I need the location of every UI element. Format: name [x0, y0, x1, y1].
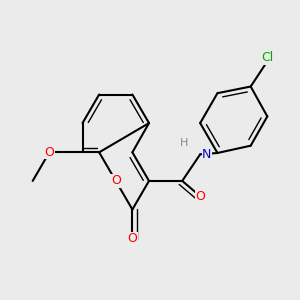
Text: H: H	[180, 138, 188, 148]
Text: Cl: Cl	[261, 51, 273, 64]
Text: O: O	[111, 174, 121, 188]
Text: O: O	[195, 190, 205, 203]
Text: N: N	[202, 148, 212, 161]
Text: O: O	[128, 232, 137, 245]
Text: O: O	[44, 146, 54, 159]
